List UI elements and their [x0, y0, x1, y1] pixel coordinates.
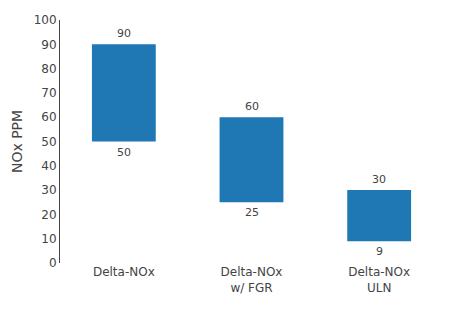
svg-text:30: 30: [372, 173, 386, 186]
svg-text:0: 0: [49, 256, 57, 270]
svg-text:80: 80: [41, 62, 56, 76]
svg-text:60: 60: [245, 100, 259, 113]
svg-text:50: 50: [117, 146, 131, 159]
svg-text:30: 30: [41, 183, 56, 197]
svg-text:50: 50: [41, 135, 56, 149]
svg-text:40: 40: [41, 159, 56, 173]
svg-text:25: 25: [245, 206, 259, 219]
svg-text:Delta-NOx: Delta-NOx: [93, 265, 155, 279]
svg-text:10: 10: [41, 232, 56, 246]
svg-text:20: 20: [41, 208, 56, 222]
svg-text:NOx PPM: NOx PPM: [9, 110, 25, 173]
svg-text:9: 9: [376, 245, 383, 258]
svg-text:90: 90: [117, 27, 131, 40]
svg-text:60: 60: [41, 110, 56, 124]
svg-text:Delta-NOxULN: Delta-NOxULN: [348, 265, 410, 295]
svg-text:70: 70: [41, 86, 56, 100]
svg-text:100: 100: [34, 13, 57, 27]
svg-text:90: 90: [41, 38, 56, 52]
svg-text:Delta-NOxw/ FGR: Delta-NOxw/ FGR: [221, 265, 283, 295]
